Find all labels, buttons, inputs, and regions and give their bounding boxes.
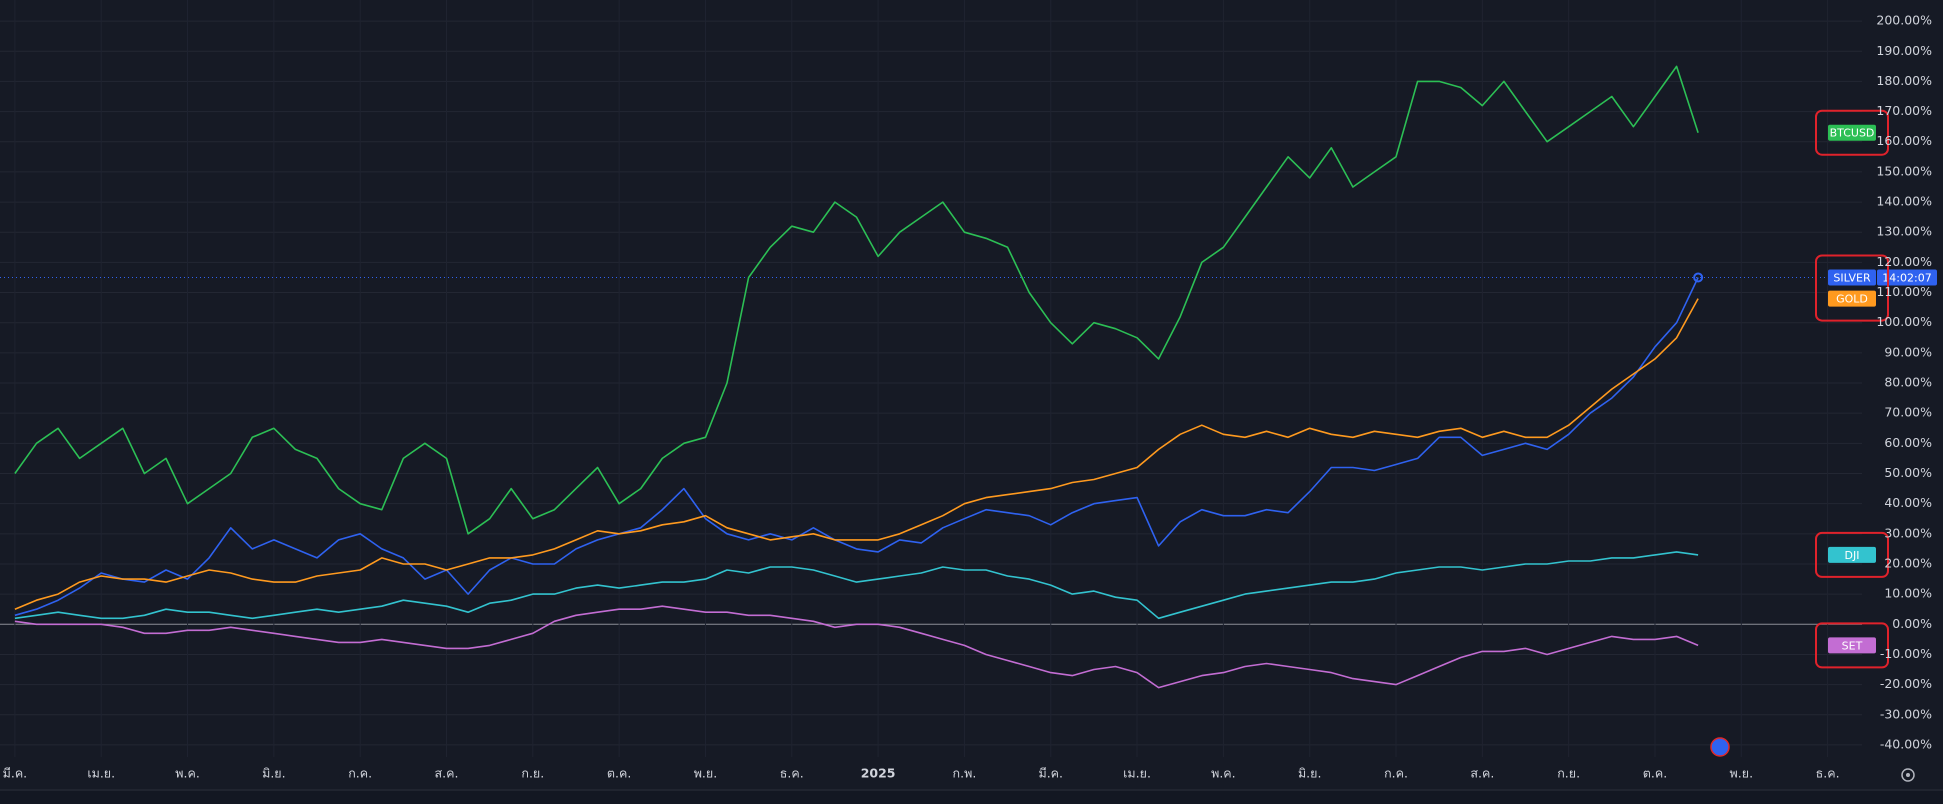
series-line [14, 298, 1699, 610]
price-tags: BTCUSD SILVER 14:02:07 GOLD DJI SET [1693, 109, 1937, 669]
x-tick-label: ก.ค. [348, 766, 372, 781]
highlight-box [1815, 531, 1889, 578]
y-tick-label: -40.00% [1880, 736, 1932, 751]
countdown-bg [1877, 269, 1937, 286]
y-tick-label: 30.00% [1884, 525, 1932, 540]
price-tag-bg [1828, 269, 1876, 286]
price-tag-bg [1828, 637, 1876, 654]
y-tick-label: -30.00% [1880, 706, 1932, 721]
y-tick-label: 70.00% [1884, 405, 1932, 420]
lines [14, 65, 1699, 689]
y-tick-label: 140.00% [1876, 194, 1932, 209]
highlight-box [1815, 109, 1889, 156]
price-tag-label: DJI [1845, 549, 1860, 562]
settings-button[interactable] [1901, 768, 1915, 782]
y-tick-label: 130.00% [1876, 224, 1932, 239]
x-tick-label: 2025 [861, 766, 896, 781]
y-tick-label: 160.00% [1876, 133, 1932, 148]
x-tick-label: มี.ค. [1038, 766, 1063, 781]
y-tick-label: 90.00% [1884, 344, 1932, 359]
x-tick-label: ต.ค. [1643, 766, 1667, 781]
highlight-box [1815, 254, 1889, 322]
price-tag-label: GOLD [1836, 293, 1868, 306]
x-tick-label: ก.พ. [953, 766, 977, 781]
x-tick-label: เม.ย. [1123, 766, 1151, 781]
x-tick-label: มิ.ย. [1298, 766, 1322, 781]
price-tag-label: SILVER [1833, 271, 1871, 284]
y-tick-label: 180.00% [1876, 73, 1932, 88]
x-tick-label: ก.ค. [1384, 766, 1408, 781]
y-tick-label: 110.00% [1876, 284, 1932, 299]
y-tick-label: 50.00% [1884, 465, 1932, 480]
series-line [14, 277, 1699, 617]
highlight-box [1815, 622, 1889, 669]
countdown: 14:02:07 [1882, 271, 1931, 284]
x-tick-label: ต.ค. [607, 766, 631, 781]
y-tick-label: 170.00% [1876, 103, 1932, 118]
price-tag-label: SET [1842, 639, 1863, 652]
last-price-dot [1693, 272, 1704, 283]
x-tick-label: ก.ย. [521, 766, 544, 781]
y-tick-label: 80.00% [1884, 375, 1932, 390]
y-tick-label: 100.00% [1876, 314, 1932, 329]
x-tick-label: ส.ค. [435, 766, 459, 781]
price-tag-bg [1828, 546, 1876, 563]
price-tag-bg [1828, 124, 1876, 141]
grid [0, 0, 1862, 757]
x-tick-label: เม.ย. [87, 766, 115, 781]
gear-icon[interactable] [1901, 768, 1915, 782]
series-line [14, 551, 1699, 620]
x-tick-label: พ.ย. [694, 766, 718, 781]
y-tick-label: 0.00% [1892, 616, 1932, 631]
series-line [14, 605, 1699, 689]
bottom-toolbar [0, 791, 1943, 804]
price-tag-label: BTCUSD [1830, 127, 1875, 140]
x-tick-label: พ.ค. [1211, 766, 1236, 781]
x-tick-label: ธ.ค. [1816, 766, 1840, 781]
y-tick-label: 200.00% [1876, 13, 1932, 28]
y-tick-label: 120.00% [1876, 254, 1932, 269]
y-tick-label: 60.00% [1884, 435, 1932, 450]
x-tick-label: พ.ย. [1730, 766, 1754, 781]
y-tick-label: 150.00% [1876, 163, 1932, 178]
x-tick-label: ธ.ค. [780, 766, 804, 781]
price-tag-bg [1828, 290, 1876, 307]
y-tick-label: -10.00% [1880, 646, 1932, 661]
x-tick-label: มิ.ย. [262, 766, 286, 781]
y-tick-label: 10.00% [1884, 586, 1932, 601]
x-tick-label: ส.ค. [1470, 766, 1494, 781]
series-line [14, 65, 1699, 535]
y-tick-label: 40.00% [1884, 495, 1932, 510]
x-tick-label: ก.ย. [1557, 766, 1580, 781]
event-flag[interactable] [1710, 737, 1730, 757]
y-tick-label: 190.00% [1876, 43, 1932, 58]
x-tick-label: พ.ค. [175, 766, 200, 781]
gear-center[interactable] [1906, 773, 1910, 777]
y-tick-label: 20.00% [1884, 555, 1932, 570]
y-tick-label: -20.00% [1880, 676, 1932, 691]
events-icon[interactable] [1710, 737, 1730, 757]
x-tick-label: มี.ค. [3, 766, 28, 781]
